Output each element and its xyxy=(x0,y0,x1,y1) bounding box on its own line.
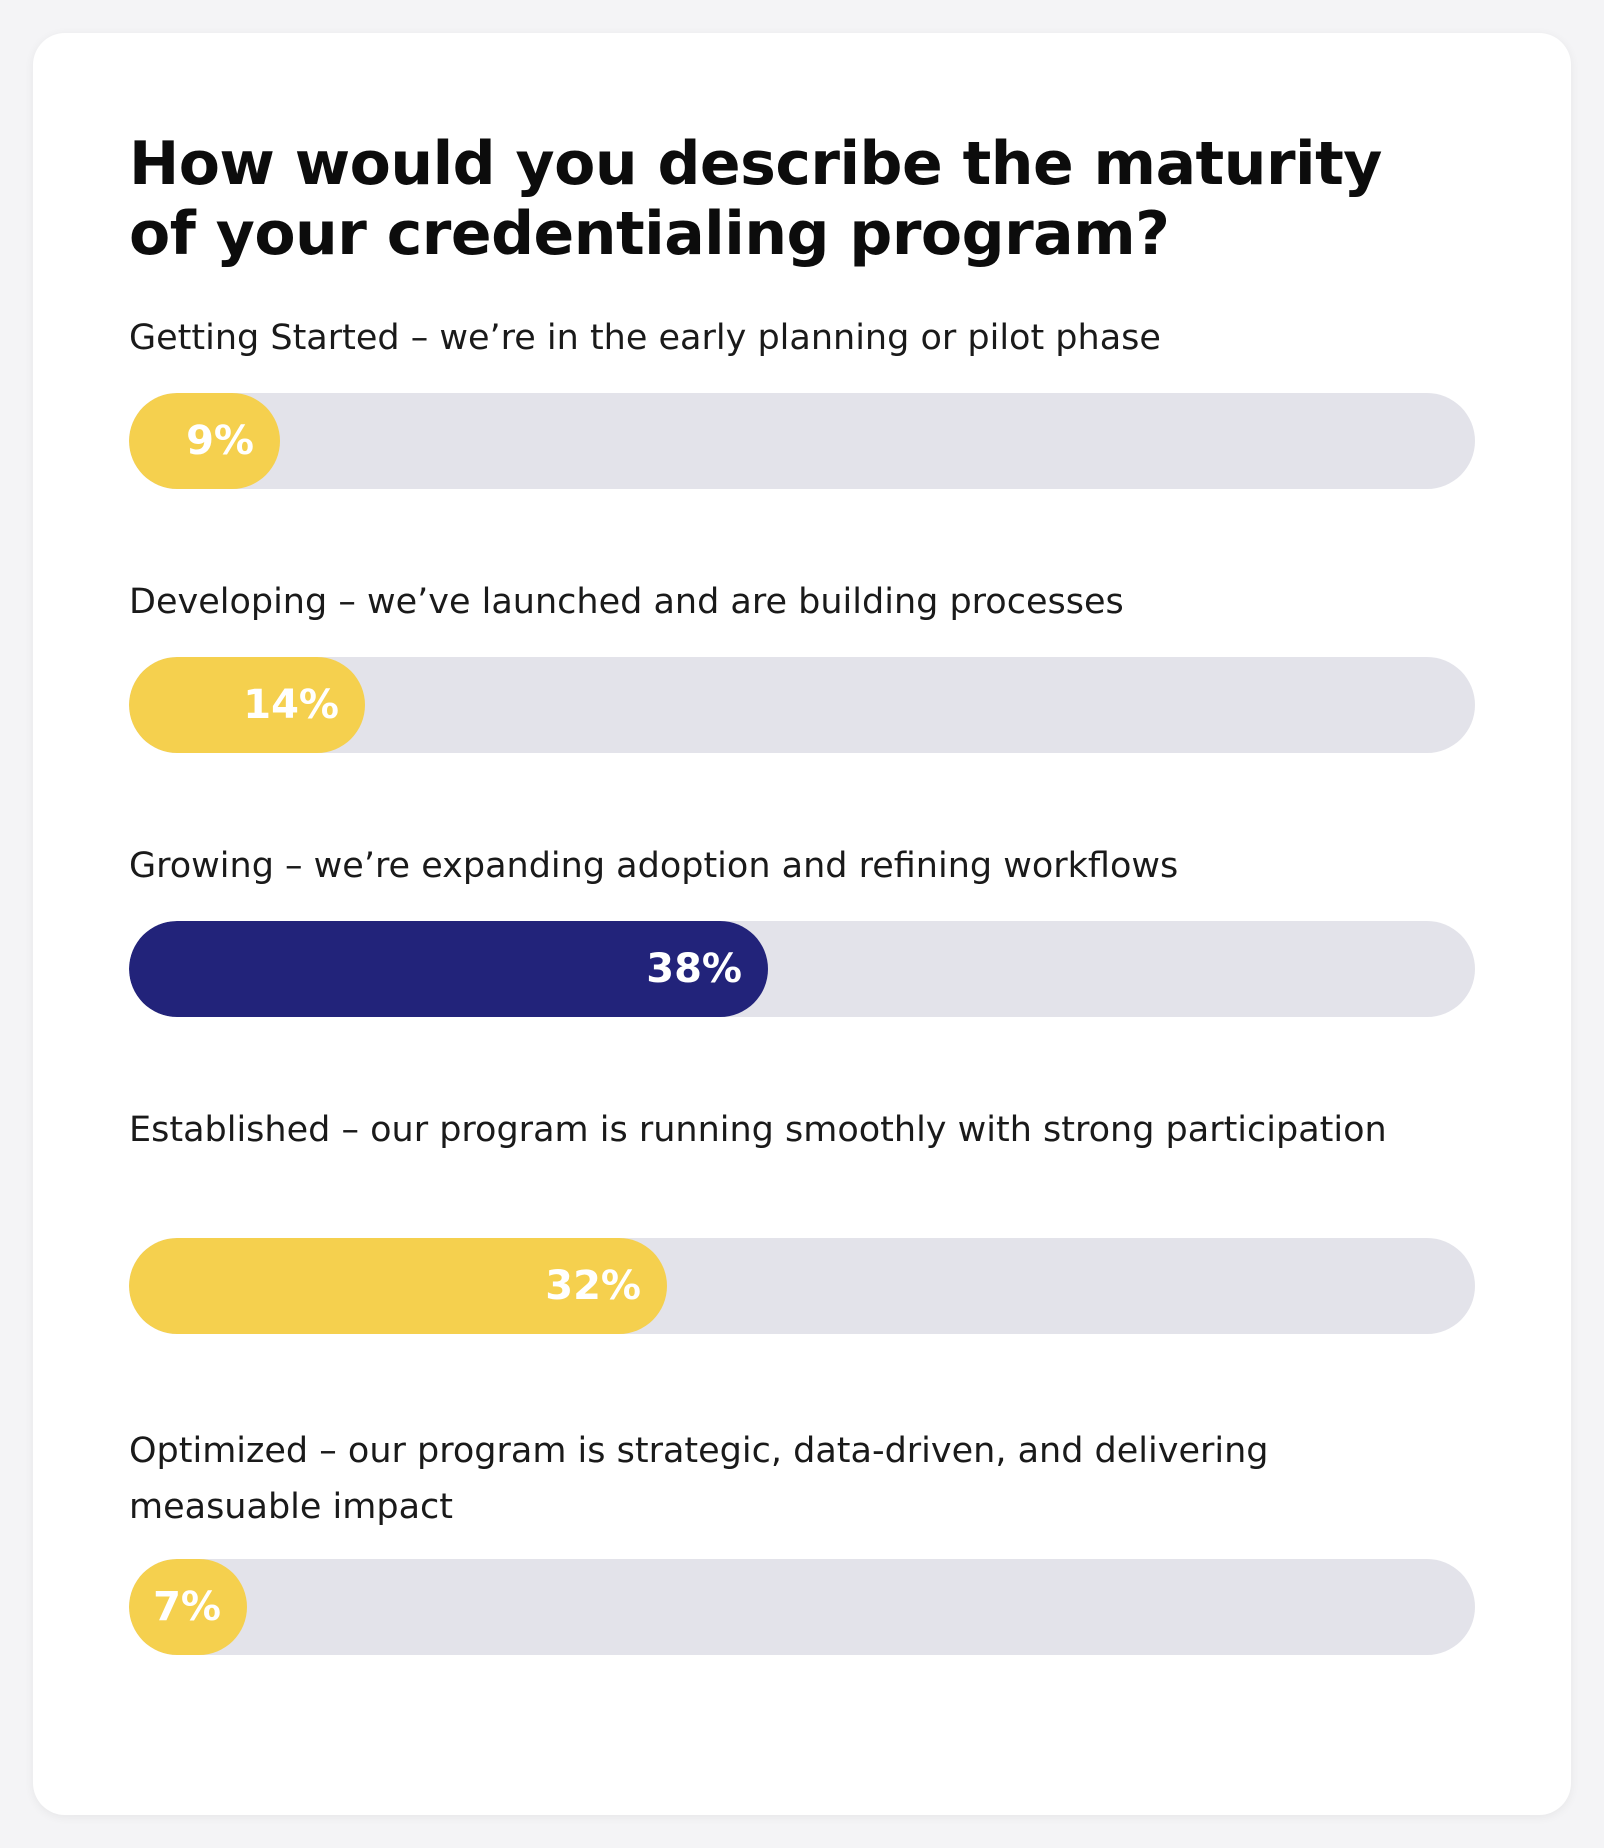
bar-value-label: 9% xyxy=(186,418,254,464)
bar-fill: 38% xyxy=(129,921,768,1017)
bar-track: 38% xyxy=(129,921,1475,1017)
option-optimized: Optimized – our program is strategic, da… xyxy=(129,1423,1475,1655)
bar-track: 32% xyxy=(129,1238,1475,1334)
bar-fill: 9% xyxy=(129,393,280,489)
option-getting-started: Getting Started – we’re in the early pla… xyxy=(129,310,1475,489)
option-label: Optimized – our program is strategic, da… xyxy=(129,1431,1269,1527)
bar-value-label: 14% xyxy=(243,682,339,728)
option-label: Developing – we’ve launched and are buil… xyxy=(129,582,1124,622)
option-label: Established – our program is running smo… xyxy=(129,1110,1387,1150)
bar-value-label: 7% xyxy=(153,1584,221,1630)
bar-track: 9% xyxy=(129,393,1475,489)
survey-card: How would you describe the maturity of y… xyxy=(33,33,1571,1815)
bar-fill: 32% xyxy=(129,1238,667,1334)
option-label: Growing – we’re expanding adoption and r… xyxy=(129,846,1179,886)
bar-value-label: 38% xyxy=(646,946,742,992)
bar-track: 14% xyxy=(129,657,1475,753)
bar-value-label: 32% xyxy=(545,1263,641,1309)
bar-fill: 14% xyxy=(129,657,365,753)
option-established: Established – our program is running smo… xyxy=(129,1102,1475,1334)
option-developing: Developing – we’ve launched and are buil… xyxy=(129,574,1475,753)
option-growing: Growing – we’re expanding adoption and r… xyxy=(129,838,1475,1017)
option-label: Getting Started – we’re in the early pla… xyxy=(129,318,1161,358)
chart-title: How would you describe the maturity of y… xyxy=(129,129,1382,269)
bar-fill: 7% xyxy=(129,1559,247,1655)
bar-track: 7% xyxy=(129,1559,1475,1655)
